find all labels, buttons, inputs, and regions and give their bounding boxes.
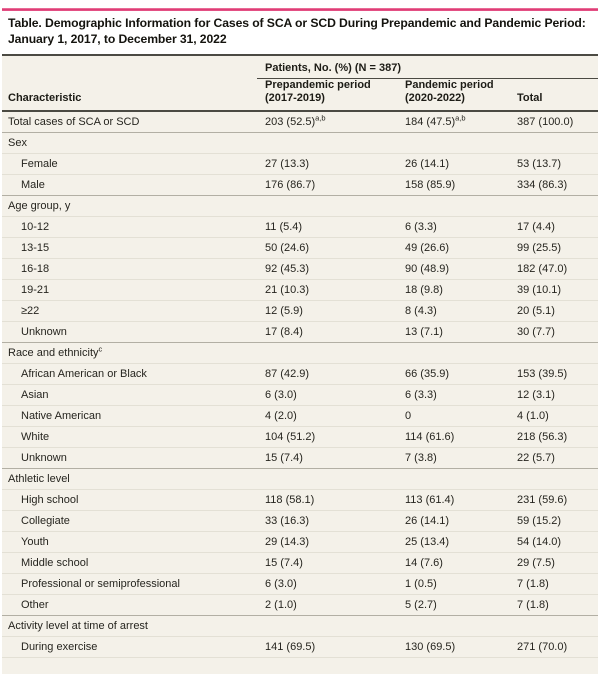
row-label: 10-12 bbox=[21, 221, 50, 234]
table-row: 16-18 92 (45.3) 90 (48.9) 182 (47.0) bbox=[2, 258, 598, 280]
column-header-characteristic: Characteristic bbox=[2, 55, 257, 113]
table-header: Characteristic Patients, No. (%) (N = 38… bbox=[2, 55, 598, 113]
column-header-total: Total bbox=[509, 78, 598, 113]
table-row: 10-12 11 (5.4) 6 (3.3) 17 (4.4) bbox=[2, 216, 598, 238]
table-row: Other 2 (1.0) 5 (2.7) 7 (1.8) bbox=[2, 594, 598, 616]
row-label: Male bbox=[21, 179, 45, 192]
section-label: Age group, y bbox=[8, 200, 71, 213]
table-row: ≥22 12 (5.9) 8 (4.3) 20 (5.1) bbox=[2, 300, 598, 322]
row-label: Other bbox=[21, 599, 49, 612]
footnote-marker: a,b bbox=[315, 113, 326, 123]
table-section-row: Sex bbox=[2, 132, 598, 154]
section-label: Race and ethnicity bbox=[8, 347, 99, 360]
section-label: Sex bbox=[8, 137, 27, 150]
page: Table. Demographic Information for Cases… bbox=[0, 8, 600, 674]
column-header-prepandemic: Prepandemic period (2017-2019) bbox=[257, 78, 397, 113]
row-label: Total cases of SCA or SCD bbox=[8, 116, 140, 129]
demographics-table: Characteristic Patients, No. (%) (N = 38… bbox=[2, 54, 598, 674]
table-row: Professional or semiprofessional 6 (3.0)… bbox=[2, 573, 598, 595]
table-row: Total cases of SCA or SCD 203 (52.5)a,b … bbox=[8, 113, 574, 129]
table-row: White 104 (51.2) 114 (61.6) 218 (56.3) bbox=[2, 426, 598, 448]
row-label: Unknown bbox=[21, 326, 67, 339]
table-title-line2: January 1, 2017, to December 31, 2022 bbox=[8, 31, 227, 46]
row-label: 19-21 bbox=[21, 284, 50, 297]
row-label: 16-18 bbox=[21, 263, 50, 276]
table-row: Native American 4 (2.0) 0 4 (1.0) bbox=[2, 405, 598, 427]
table-row: High school 118 (58.1) 113 (61.4) 231 (5… bbox=[2, 489, 598, 511]
table-body: Total cases of SCA or SCD 203 (52.5)a,b … bbox=[2, 111, 598, 674]
table-title-line1: Table. Demographic Information for Cases… bbox=[8, 16, 586, 30]
table-row: Collegiate 33 (16.3) 26 (14.1) 59 (15.2) bbox=[2, 510, 598, 532]
footnote-marker: a,b bbox=[455, 113, 466, 123]
footnote-marker: c bbox=[98, 344, 103, 354]
table-row: Male 176 (86.7) 158 (85.9) 334 (86.3) bbox=[2, 174, 598, 196]
row-label: White bbox=[21, 431, 50, 444]
row-label: High school bbox=[21, 494, 79, 507]
table-row: 19-21 21 (10.3) 18 (9.8) 39 (10.1) bbox=[2, 279, 598, 301]
table-row: Unknown 17 (8.4) 13 (7.1) 30 (7.7) bbox=[2, 321, 598, 343]
table-row: 13-15 50 (24.6) 49 (26.6) 99 (25.5) bbox=[2, 237, 598, 259]
table-row-cutoff bbox=[2, 657, 598, 674]
table-row: Middle school 15 (7.4) 14 (7.6) 29 (7.5) bbox=[2, 552, 598, 574]
row-label: Asian bbox=[21, 389, 49, 402]
row-label: Professional or semiprofessional bbox=[21, 578, 180, 591]
row-label: Middle school bbox=[21, 557, 89, 570]
table-row: Female 27 (13.3) 26 (14.1) 53 (13.7) bbox=[2, 153, 598, 175]
row-label: Youth bbox=[21, 536, 49, 549]
row-label: During exercise bbox=[21, 641, 98, 654]
table-row: Asian 6 (3.0) 6 (3.3) 12 (3.1) bbox=[2, 384, 598, 406]
section-label: Athletic level bbox=[8, 473, 70, 486]
table-section-row: Race and ethnicityc bbox=[2, 342, 598, 364]
table-row: Unknown 15 (7.4) 7 (3.8) 22 (5.7) bbox=[2, 447, 598, 469]
column-header-pandemic: Pandemic period (2020-2022) bbox=[397, 78, 509, 113]
row-label: Native American bbox=[21, 410, 102, 423]
row-label: Unknown bbox=[21, 452, 67, 465]
table-row: During exercise 141 (69.5) 130 (69.5) 27… bbox=[2, 636, 598, 658]
row-label: 13-15 bbox=[21, 242, 50, 255]
table-row: Youth 29 (14.3) 25 (13.4) 54 (14.0) bbox=[2, 531, 598, 553]
row-label: Female bbox=[21, 158, 58, 171]
column-group-header-patients: Patients, No. (%) (N = 387) bbox=[257, 55, 598, 80]
row-label: African American or Black bbox=[21, 368, 147, 381]
table-section-row: Activity level at time of arrest bbox=[2, 615, 598, 637]
section-label: Activity level at time of arrest bbox=[8, 620, 148, 633]
table-section-row: Age group, y bbox=[2, 195, 598, 217]
row-label: ≥22 bbox=[21, 305, 40, 318]
accent-rule bbox=[2, 8, 598, 11]
table-section-row: Athletic level bbox=[2, 468, 598, 490]
table-row: African American or Black 87 (42.9) 66 (… bbox=[2, 363, 598, 385]
table-title: Table. Demographic Information for Cases… bbox=[8, 16, 592, 47]
row-label: Collegiate bbox=[21, 515, 70, 528]
